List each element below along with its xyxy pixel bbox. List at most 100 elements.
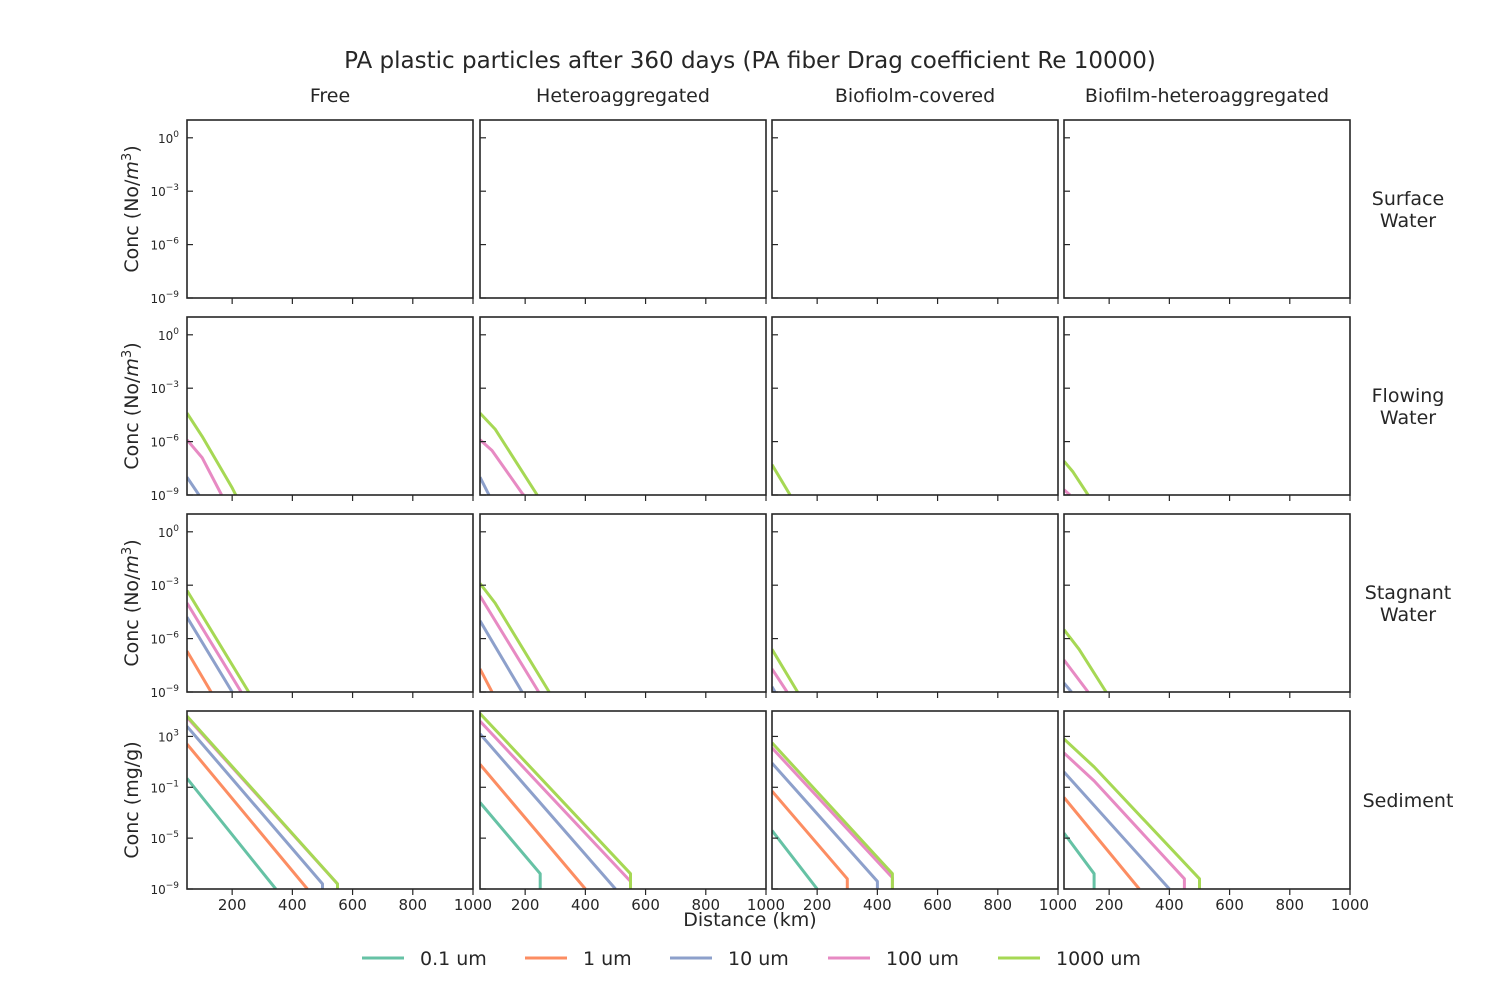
series-line-1000-um: [1064, 628, 1108, 692]
y-label-variable: m: [121, 555, 143, 574]
panel-2-2: [771, 513, 1059, 698]
legend-label: 100 um: [886, 948, 959, 970]
series-line-100-um: [772, 668, 789, 692]
series-group: [480, 712, 632, 889]
y-tick-label: 100: [158, 524, 179, 540]
panel-1-2: [771, 316, 1059, 501]
row-label: Water: [1380, 210, 1436, 232]
series-group: [772, 463, 792, 495]
legend-label: 10 um: [728, 948, 789, 970]
y-tick-exponent: −3: [166, 577, 179, 587]
panel-3-2: 200 400 600 800 1000: [771, 710, 1077, 914]
y-tick-base: 10: [158, 329, 173, 343]
series-line-10-um: [1064, 770, 1171, 889]
panel-3-1: 200 400 600 800 1000: [479, 710, 785, 914]
series-line-1000-um: [772, 463, 792, 495]
row-labels: SurfaceWaterFlowingWaterStagnantWaterSed…: [1363, 188, 1454, 812]
column-title: Heteroaggregated: [536, 85, 710, 107]
x-tick-label: 400: [571, 896, 600, 914]
y-tick-exponent: −3: [166, 183, 179, 193]
y-label-close: ): [121, 539, 143, 546]
y-axis-label: Conc (No/m3): [120, 539, 143, 666]
series-line-10-um: [480, 476, 491, 495]
y-tick-exponent: 0: [173, 130, 179, 140]
y-tick-base: 10: [150, 489, 165, 503]
y-tick-base: 10: [150, 781, 165, 795]
series-group: [1064, 460, 1090, 495]
x-axis-label: Distance (km): [683, 909, 816, 931]
series-line-1000-um: [772, 648, 799, 692]
y-label-exponent: 3: [120, 153, 135, 161]
series-line-100-um: [480, 720, 632, 889]
series-line-1000-um: [480, 712, 632, 889]
panel-2-1: [479, 513, 767, 698]
legend-label: 0.1 um: [420, 948, 487, 970]
row-label: Sediment: [1363, 790, 1454, 812]
column-title: Free: [310, 85, 350, 107]
y-axis-label: Conc (mg/g): [121, 741, 143, 858]
y-tick-label: 10−6: [150, 631, 179, 647]
y-label-variable: m: [121, 358, 143, 377]
x-tick-label: 1000: [747, 896, 785, 914]
panels: 10010−310−610−910010−310−610−910010−310−…: [120, 119, 1369, 914]
x-tick-label: 200: [803, 896, 832, 914]
panel-0-1: [479, 119, 767, 304]
legend-entry: 0.1 um: [362, 948, 487, 970]
y-tick-base: 10: [150, 436, 165, 450]
series-line-10-um: [480, 620, 524, 692]
series-line-1-um: [480, 763, 587, 889]
series-line-10-um: [187, 476, 201, 495]
x-tick-label: 600: [1215, 896, 1244, 914]
panel-frame: [479, 513, 767, 693]
y-tick-exponent: −9: [166, 684, 180, 694]
x-tick-label: 200: [511, 896, 540, 914]
column-titles: Free Heteroaggregated Biofiolm-covered Biof…: [310, 85, 1329, 107]
x-tick-label: 400: [863, 896, 892, 914]
y-tick-label: 10−3: [150, 577, 179, 593]
y-tick-label: 10−9: [150, 881, 179, 897]
y-label-text: Conc (mg/g): [121, 741, 143, 858]
series-line-100-um: [1064, 488, 1071, 495]
x-tick-label: 800: [1275, 896, 1304, 914]
series-line-100-um: [1064, 751, 1186, 889]
panel-frame: [479, 710, 767, 890]
y-axis-label: Conc (No/m3): [120, 145, 143, 272]
panel-frame: [479, 119, 767, 299]
y-label-close: ): [121, 145, 143, 152]
y-tick-base: 10: [150, 292, 165, 306]
y-tick-exponent: 3: [173, 728, 179, 738]
series-group: [187, 715, 339, 889]
series-line-0_1-um: [480, 801, 542, 889]
row-label: Surface: [1372, 188, 1444, 210]
x-tick-label: 1000: [1331, 896, 1369, 914]
series-line-10-um: [772, 762, 879, 889]
y-tick-exponent: 0: [173, 327, 179, 337]
panel-3-3: 200 400 600 800 1000: [1063, 710, 1369, 914]
panel-frame: [1063, 513, 1351, 693]
y-label-text: Conc (No/: [121, 179, 143, 273]
y-tick-label: 10−9: [150, 487, 179, 503]
panel-frame: [186, 316, 474, 496]
series-line-100-um: [772, 746, 894, 889]
series-line-1-um: [1064, 796, 1141, 889]
series-line-1000-um: [480, 412, 539, 495]
chart-title: PA plastic particles after 360 days (PA …: [344, 48, 1156, 74]
series-line-1-um: [187, 650, 213, 692]
y-tick-label: 10−9: [150, 290, 179, 306]
series-line-1-um: [772, 790, 849, 889]
x-tick-label: 600: [338, 896, 367, 914]
panel-2-3: [1063, 513, 1351, 698]
series-line-10-um: [187, 616, 234, 692]
series-group: [480, 412, 539, 495]
series-line-1-um: [480, 668, 494, 692]
y-tick-exponent: −6: [166, 631, 180, 641]
legend-label: 1 um: [583, 948, 632, 970]
panel-frame: [186, 513, 474, 693]
x-tick-label: 1000: [454, 896, 492, 914]
series-line-100-um: [187, 602, 243, 692]
panel-frame: [1063, 316, 1351, 496]
series-group: [1064, 628, 1108, 692]
